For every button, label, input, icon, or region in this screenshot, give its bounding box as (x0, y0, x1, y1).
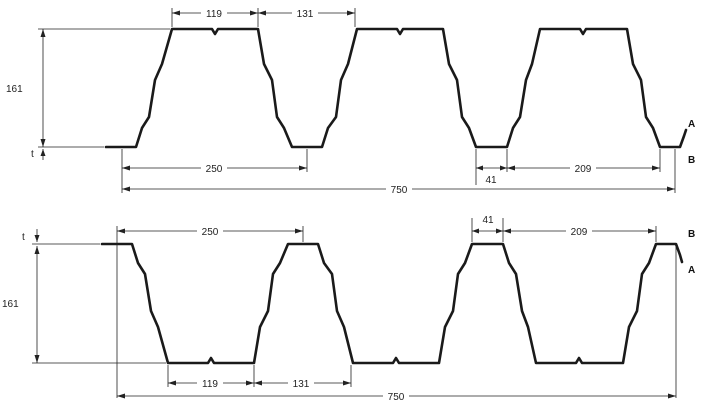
bottom-side-label-b: B (688, 229, 695, 240)
bottom-dim-41-label: 41 (482, 215, 494, 226)
top-dim-t: t (31, 149, 46, 160)
top-dim-750-label: 750 (391, 185, 408, 196)
bottom-dim-161-label: 161 (2, 299, 19, 310)
bottom-side-label-a: A (688, 265, 695, 276)
bottom-dim-41: 41 (472, 215, 503, 234)
bottom-dim-750: 750 (117, 390, 676, 403)
bottom-dim-161: 161 (2, 246, 40, 363)
bottom-dim-209-label: 209 (571, 227, 588, 238)
bottom-dim-119-label: 119 (202, 379, 218, 390)
bottom-dim-131: 131 (254, 377, 351, 390)
bottom-dim-t-label: t (22, 232, 25, 243)
bottom-dim-t: t (22, 229, 40, 243)
top-dim-250-label: 250 (206, 164, 223, 175)
top-dim-250: 250 (122, 162, 307, 175)
top-dim-t-label: t (31, 149, 34, 160)
top-dim-131-label: 131 (297, 9, 314, 20)
bottom-dim-119: 119 (168, 377, 254, 390)
top-side-label-a: A (688, 119, 695, 130)
top-dim-119: 119 (172, 7, 258, 20)
top-profile: 119 131 161 t 250 (6, 7, 695, 196)
top-dim-209-label: 209 (575, 164, 592, 175)
bottom-profile: 250 41 209 t 161 (2, 215, 695, 403)
top-dim-161: 161 (6, 29, 46, 147)
top-dim-209: 209 (507, 162, 660, 175)
top-dim-119-label: 119 (206, 9, 222, 20)
top-dim-41-label: 41 (485, 175, 497, 186)
bottom-dim-750-label: 750 (388, 392, 405, 403)
top-dim-161-label: 161 (6, 84, 23, 95)
bottom-dim-209: 209 (503, 225, 656, 238)
top-dim-750: 750 (122, 183, 675, 196)
bottom-profile-outline (100, 242, 684, 365)
bottom-dim-250: 250 (117, 225, 303, 238)
top-side-label-b: B (688, 155, 695, 166)
top-dim-131: 131 (258, 7, 355, 20)
top-dim-41: 41 (476, 165, 507, 186)
bottom-dim-250-label: 250 (202, 227, 219, 238)
top-profile-outline (104, 27, 688, 149)
bottom-dim-131-label: 131 (293, 379, 310, 390)
